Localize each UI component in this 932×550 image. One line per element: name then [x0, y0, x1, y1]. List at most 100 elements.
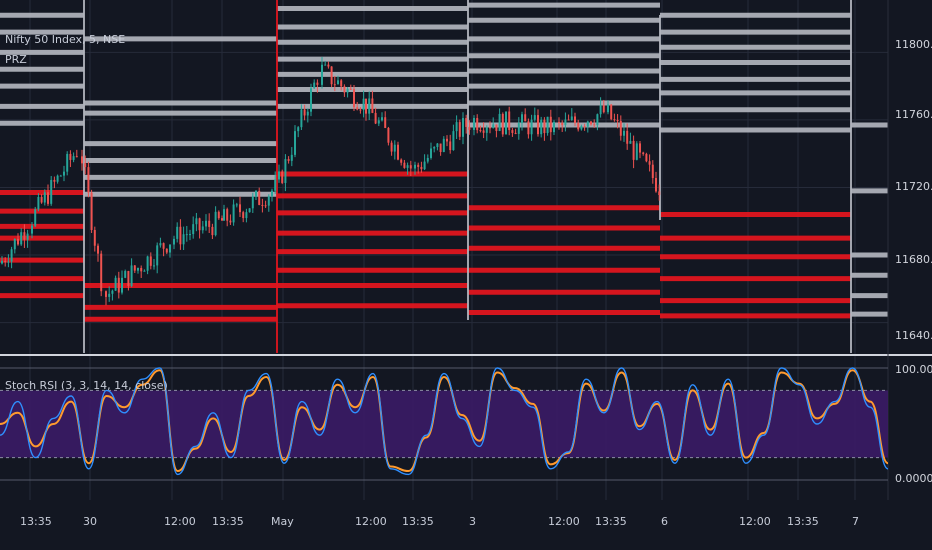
candle-body	[100, 253, 103, 292]
candle-body	[248, 208, 251, 213]
candle-body	[632, 140, 635, 160]
stoch-axis-label: 0.0000	[895, 471, 932, 487]
candle-body	[75, 156, 78, 158]
time-axis-label: 12:00	[164, 515, 196, 528]
candle-body	[330, 66, 333, 85]
candle-body	[546, 116, 549, 134]
candle-body	[321, 64, 323, 85]
time-axis-label: 7	[852, 515, 859, 528]
candle-body	[406, 165, 409, 168]
candle-body	[10, 249, 13, 262]
candle-body	[602, 105, 605, 113]
candle-body	[179, 226, 182, 245]
candle-body	[593, 124, 596, 126]
candle-body	[176, 226, 179, 239]
time-axis-label: 13:35	[787, 515, 819, 528]
candle-body	[127, 271, 130, 286]
candle-body	[353, 89, 355, 108]
candle-body	[105, 291, 107, 297]
candle-body	[521, 114, 523, 124]
candle-body	[610, 104, 613, 120]
candle-body	[476, 117, 479, 131]
candle-body	[492, 124, 495, 128]
candle-body	[108, 293, 111, 297]
candle-body	[211, 226, 214, 236]
candle-body	[72, 156, 75, 160]
candle-body	[121, 277, 123, 293]
candle-body	[162, 243, 165, 249]
candle-body	[267, 196, 270, 206]
candle-body	[485, 127, 488, 133]
candle-body	[306, 111, 309, 116]
candle-body	[255, 190, 257, 197]
candle-body	[648, 161, 651, 165]
time-axis-label: 3	[469, 515, 476, 528]
candle-body	[84, 163, 87, 168]
candle-body	[245, 212, 248, 219]
candle-body	[564, 119, 567, 126]
candle-body	[192, 224, 195, 235]
candle-body	[517, 123, 520, 134]
candle-body	[368, 98, 371, 114]
candle-body	[530, 119, 533, 135]
candle-body	[590, 121, 592, 125]
candle-body	[20, 232, 23, 245]
candle-body	[66, 153, 69, 172]
candle-body	[229, 220, 232, 223]
candle-body	[34, 209, 37, 226]
time-axis-label: 13:35	[402, 515, 434, 528]
candle-body	[37, 197, 40, 210]
candle-body	[362, 98, 365, 111]
candle-body	[294, 131, 296, 155]
candle-body	[287, 159, 290, 161]
candle-body	[580, 126, 583, 130]
candle-body	[143, 270, 146, 272]
candle-body	[356, 107, 359, 110]
candle-body	[185, 234, 188, 236]
candle-body	[208, 220, 211, 227]
candle-body	[417, 164, 420, 167]
time-axis-label: 13:35	[20, 515, 52, 528]
candle-body	[468, 126, 471, 130]
candle-body	[63, 171, 65, 176]
candle-body	[465, 118, 468, 127]
candle-body	[570, 116, 573, 120]
candle-body	[511, 130, 514, 133]
candle-body	[290, 154, 293, 161]
candle-body	[340, 80, 343, 87]
candle-body	[403, 162, 406, 168]
candle-body	[324, 64, 327, 66]
indicator-title: PRZ	[5, 53, 27, 66]
candle-body	[278, 171, 280, 180]
candle-body	[327, 64, 330, 67]
stoch-k-line	[0, 367, 889, 476]
symbol-title: Nifty 50 Index, 5, NSE	[5, 33, 126, 46]
candle-body	[387, 127, 390, 143]
candle-body	[53, 179, 56, 182]
candle-body	[258, 190, 261, 205]
candle-body	[274, 179, 277, 191]
candle-body	[533, 115, 536, 120]
candle-body	[310, 88, 312, 112]
price-axis-label: 11760.00	[895, 107, 932, 123]
candle-body	[583, 126, 586, 128]
candle-body	[436, 143, 439, 147]
candle-body	[596, 114, 599, 126]
candle-body	[433, 146, 436, 149]
candle-body	[159, 243, 162, 246]
candle-body	[31, 225, 33, 234]
candle-body	[577, 122, 580, 130]
candle-body	[655, 178, 657, 192]
time-axis-label: 12:00	[548, 515, 580, 528]
candle-body	[56, 175, 59, 182]
candle-body	[658, 191, 661, 196]
candle-body	[452, 131, 455, 151]
candle-body	[574, 116, 576, 123]
candle-body	[182, 234, 185, 245]
price-axis-label: 11640.00	[895, 328, 932, 344]
candle-body	[616, 120, 619, 122]
candle-body	[623, 130, 625, 136]
candle-body	[439, 143, 442, 152]
candle-body	[549, 116, 552, 133]
